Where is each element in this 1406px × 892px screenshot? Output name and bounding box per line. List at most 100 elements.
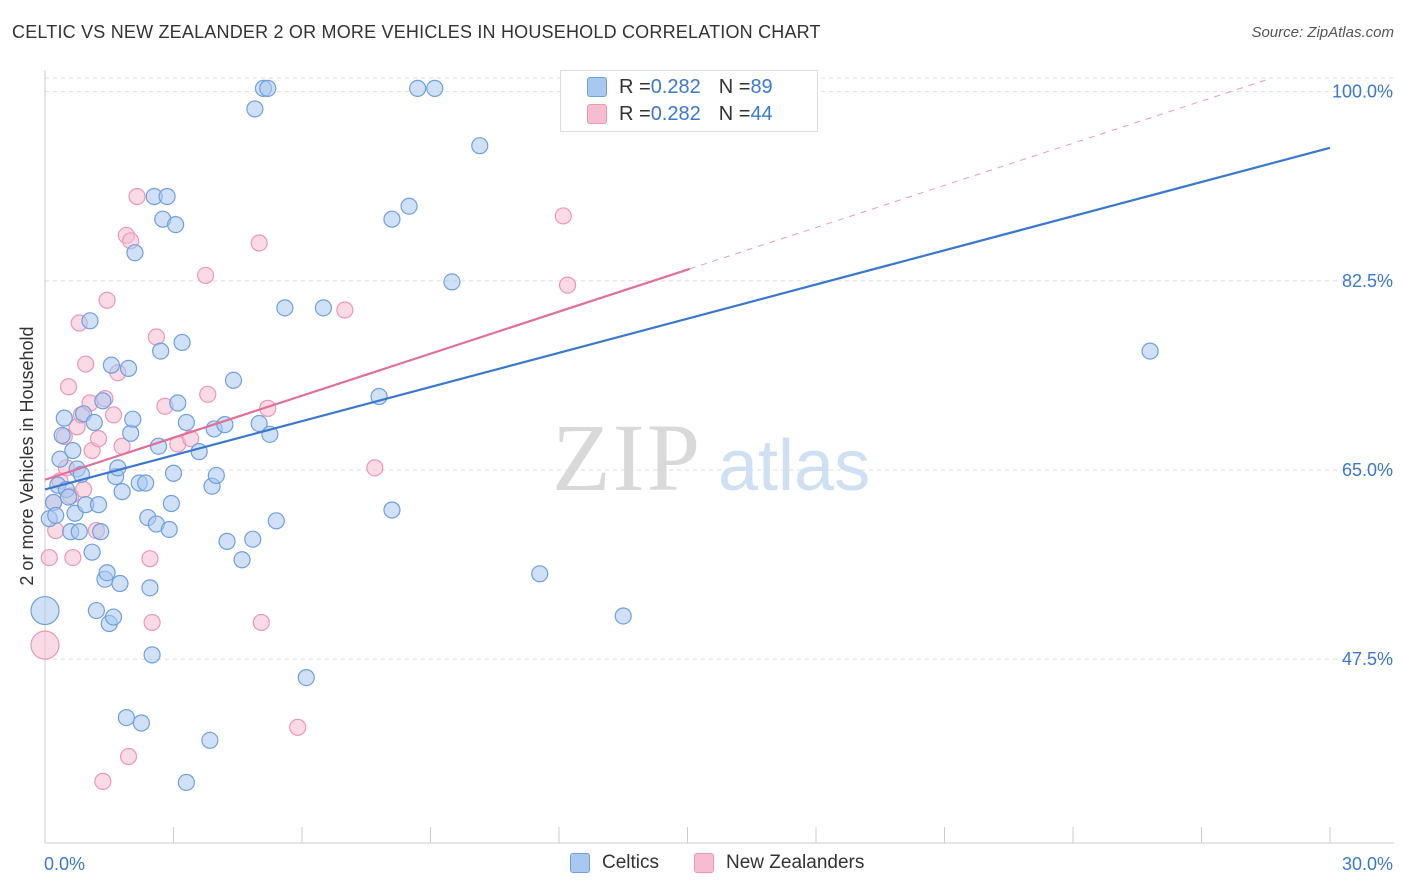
legend-r-label: R = [619,75,651,98]
nz-point-21 [98,291,116,309]
nz-point-19 [94,772,112,790]
celtics-point-29 [104,608,123,626]
celtics-point-72 [259,79,277,97]
celtics-swatch [587,77,607,97]
celtics-point-5 [51,450,69,468]
nz-point-26 [119,747,138,766]
nz-point-18 [89,430,108,448]
legend-r-value: 0.282 [650,102,701,125]
celtics-point-60 [201,731,219,749]
celtics-point-14 [70,523,88,541]
celtics-point-21 [87,601,106,620]
nz-point-44 [558,276,577,294]
y-tick-label-2: 82.5% [1342,271,1393,291]
celtics-point-43 [141,579,159,597]
celtics-point-58 [177,413,195,432]
x-tick-label-1: 30.0% [1342,854,1393,874]
celtics-point-65 [218,532,236,550]
celtics-point-83 [426,79,444,97]
celtics-point-41 [137,474,155,492]
nz-point-40 [289,718,307,736]
nz-point-0 [30,630,60,660]
celtics-point-6 [53,426,71,445]
celtics-point-33 [113,483,131,501]
celtics-point-86 [531,565,549,583]
celtics-point-26 [98,564,116,582]
celtics-legend-label: Celtics [602,852,660,873]
celtics-point-56 [173,333,191,352]
celtics-point-57 [177,773,195,792]
celtics-point-54 [167,216,185,234]
celtics-point-20 [85,413,103,432]
legend-row-celtics: R = 0.282 N = 89 [587,75,773,99]
celtics-point-55 [169,394,187,412]
nz-point-42 [366,459,384,477]
nz-point-9 [64,548,82,567]
celtics-point-53 [164,464,183,482]
nz-point-41 [336,301,354,319]
celtics-point-9 [59,488,78,506]
legend-n-label: N = [718,102,751,125]
celtics-point-34 [117,708,135,727]
nz-point-7 [59,378,78,396]
nz-point-13 [74,480,93,499]
celtics-point-75 [276,299,294,317]
nz-point-34 [182,430,200,448]
nz-point-14 [77,355,95,373]
chart-title: CELTIC VS NEW ZEALANDER 2 OR MORE VEHICL… [12,22,821,42]
nz-point-30 [143,613,161,632]
celtics-point-66 [224,371,243,389]
nz-legend-swatch [694,853,714,873]
celtics-point-37 [124,410,142,428]
nz-point-36 [199,385,217,403]
celtics-point-82 [409,79,427,97]
celtics-point-84 [443,273,461,291]
axes [44,70,1394,844]
celtics-point-7 [55,409,73,427]
celtics-point-77 [314,299,333,317]
source-label: Source: ZipAtlas.com [1251,24,1394,41]
celtics-point-80 [383,210,401,228]
celtics-point-63 [207,466,225,485]
celtics-trend-line [44,146,1331,491]
celtics-point-23 [92,523,110,541]
nz-point-38 [252,613,270,632]
tick-labels: 47.5% 65.0% 82.5% 100.0% 0.0% 30.0% [44,82,1393,874]
celtics-point-68 [244,530,262,548]
celtics-point-52 [162,494,180,513]
nz-point-22 [104,406,123,424]
nz-point-28 [128,187,146,206]
celtics-point-19 [83,543,101,561]
watermark: ZIP atlas [552,404,870,511]
celtics-point-74 [267,512,285,530]
legend-item-celtics[interactable]: Celtics [570,852,659,874]
y-axis-label: 2 or more Vehicles in Household [17,326,37,585]
nz-point-37 [250,234,268,252]
celtics-point-44 [143,646,161,664]
legend-r-value: 0.282 [650,75,701,98]
celtics-point-32 [111,574,129,593]
legend-n-label: N = [718,75,751,98]
celtics-point-67 [233,551,251,569]
trend-lines [44,78,1331,491]
celtics-point-0 [30,595,60,626]
x-tick-label-0: 0.0% [44,854,85,874]
celtics-point-22 [89,496,108,514]
celtics-point-24 [94,392,112,410]
y-tick-label-3: 100.0% [1332,82,1393,102]
celtics-point-79 [383,501,401,519]
celtics-point-11 [64,441,82,460]
correlation-legend: R = 0.282 N = 89 R = 0.282 N = 44 [560,70,818,132]
y-tick-label-1: 65.0% [1342,460,1393,480]
legend-item-new-zealanders[interactable]: New Zealanders [694,852,864,874]
celtics-point-69 [246,100,264,118]
nz-point-29 [141,550,159,568]
celtics-point-38 [126,244,144,262]
celtics-legend-swatch [570,853,590,873]
nz-point-35 [197,266,215,285]
celtics-point-81 [400,197,418,215]
celtics-point-88 [1141,342,1159,360]
celtics-point-18 [81,312,99,330]
grid-lines [45,77,1394,660]
